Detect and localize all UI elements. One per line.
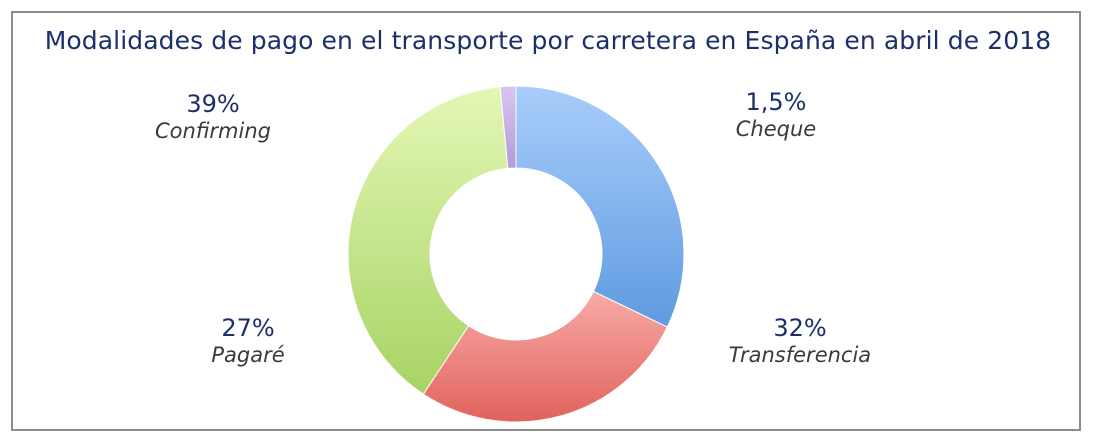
slice-value-cheque: 1,5%	[745, 88, 807, 116]
slice-name-transferencia: Transferencia	[728, 343, 872, 367]
slice-name-pagare: Pagaré	[211, 343, 285, 367]
slice-label-cheque: 1,5% Cheque	[716, 88, 836, 142]
slice-confirming	[347, 86, 509, 395]
slice-value-transferencia: 32%	[773, 314, 827, 342]
slice-value-pagare: 27%	[221, 314, 275, 342]
slice-label-confirming: 39% Confirming	[138, 90, 288, 144]
chart-title: Modalidades de pago en el transporte por…	[44, 26, 1052, 55]
slice-pagare	[422, 290, 668, 423]
slice-cheque	[499, 85, 517, 169]
slice-label-pagare: 27% Pagaré	[188, 314, 308, 368]
slice-transferencia	[515, 85, 685, 328]
slice-name-confirming: Confirming	[155, 119, 271, 143]
slice-label-transferencia: 32% Transferencia	[710, 314, 890, 368]
slice-value-confirming: 39%	[186, 90, 240, 118]
donut-slices	[347, 85, 685, 423]
slice-name-cheque: Cheque	[735, 117, 817, 141]
